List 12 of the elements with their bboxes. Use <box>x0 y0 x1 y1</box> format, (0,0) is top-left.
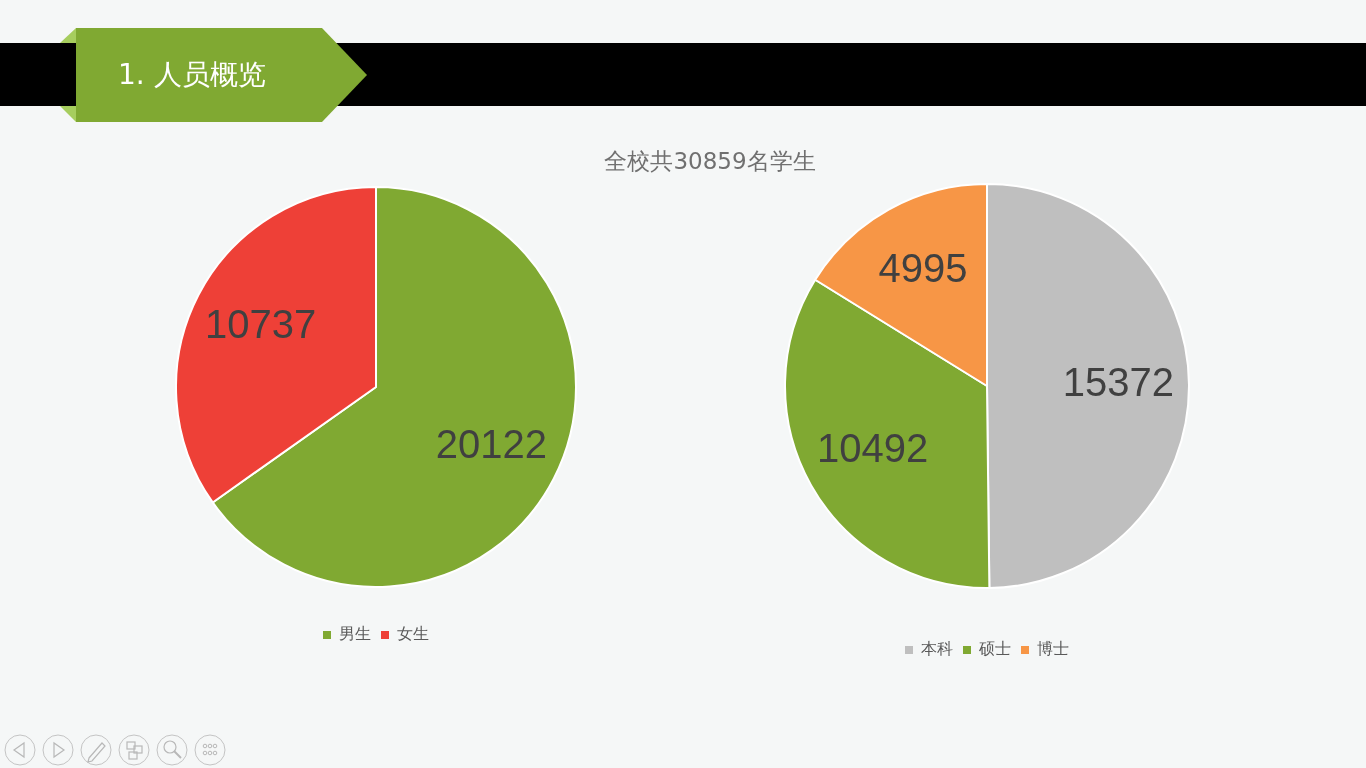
legend-label: 博士 <box>1037 639 1069 659</box>
text: 1. 人员概览 <box>117 57 267 93</box>
legend-label: 硕士 <box>978 639 1011 659</box>
data-label: 15372 <box>1062 360 1174 405</box>
data-label: 4995 <box>878 246 968 291</box>
legend-label: 女生 <box>397 624 429 644</box>
legend-label: 本科 <box>921 639 953 659</box>
data-label: 10492 <box>817 425 929 470</box>
data-label: 20122 <box>435 421 548 466</box>
text: 全校共30859名学生 <box>603 147 817 176</box>
legend-label: 男生 <box>339 624 371 644</box>
data-label: 10737 <box>204 302 317 347</box>
